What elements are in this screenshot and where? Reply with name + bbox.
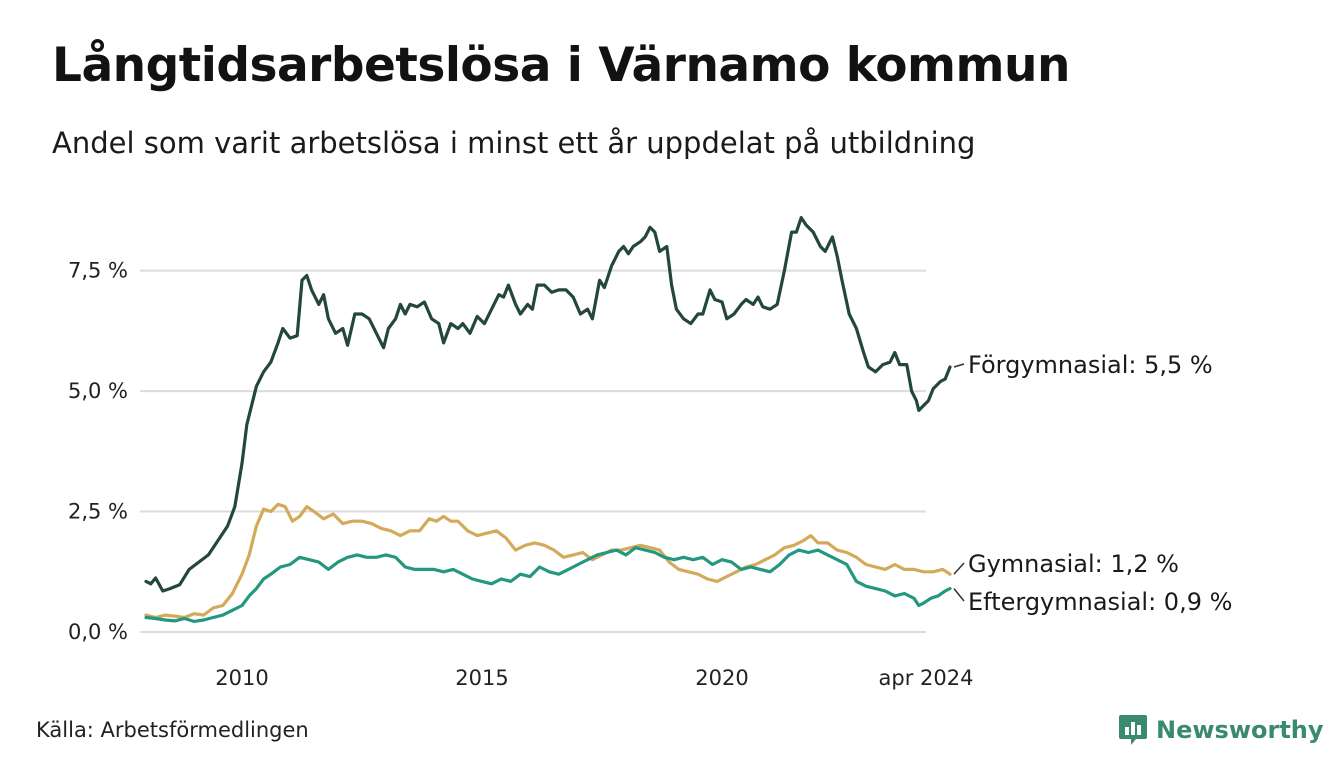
x-tick-label: 2015: [455, 666, 508, 690]
line-chart: 0,0 % 2,5 % 5,0 % 7,5 % 2010 2015 2020 apr 202…: [68, 216, 1232, 690]
x-tick-label: 2010: [215, 666, 268, 690]
chart-subtitle: Andel som varit arbetslösa i minst ett å…: [52, 126, 976, 160]
end-label-gymnasial: Gymnasial: 1,2 %: [968, 550, 1179, 578]
y-tick-label: 2,5 %: [68, 500, 128, 524]
x-tick-label: 2020: [695, 666, 748, 690]
end-label-leader: [953, 363, 965, 368]
end-label-leader: [953, 588, 965, 602]
end-label-förgymnasial: Förgymnasial: 5,5 %: [968, 351, 1213, 379]
grid-layer: [140, 269, 926, 633]
y-axis: 0,0 % 2,5 % 5,0 % 7,5 %: [68, 259, 128, 644]
end-label-leader: [953, 562, 965, 575]
y-tick-label: 5,0 %: [68, 379, 128, 403]
newsworthy-logo-icon: [1119, 715, 1147, 745]
series-layer: [144, 216, 952, 624]
y-tick-label: 7,5 %: [68, 259, 128, 283]
brand-logo[interactable]: Newsworthy: [1118, 713, 1324, 747]
series-line-förgymnasial: [144, 216, 952, 593]
brand-name: Newsworthy: [1156, 716, 1324, 744]
chart-title: Långtidsarbetslösa i Värnamo kommun: [52, 38, 1070, 93]
x-axis: 2010 2015 2020 apr 2024: [215, 666, 973, 690]
source-note: Källa: Arbetsförmedlingen: [36, 718, 309, 742]
y-tick-label: 0,0 %: [68, 620, 128, 644]
end-labels: Förgymnasial: 5,5 % Gymnasial: 1,2 % Efter…: [953, 351, 1232, 616]
series-line-eftergymnasial: [144, 546, 952, 624]
x-tick-label: apr 2024: [879, 666, 974, 690]
end-label-eftergymnasial: Eftergymnasial: 0,9 %: [968, 588, 1232, 616]
series-line-gymnasial: [144, 502, 952, 620]
